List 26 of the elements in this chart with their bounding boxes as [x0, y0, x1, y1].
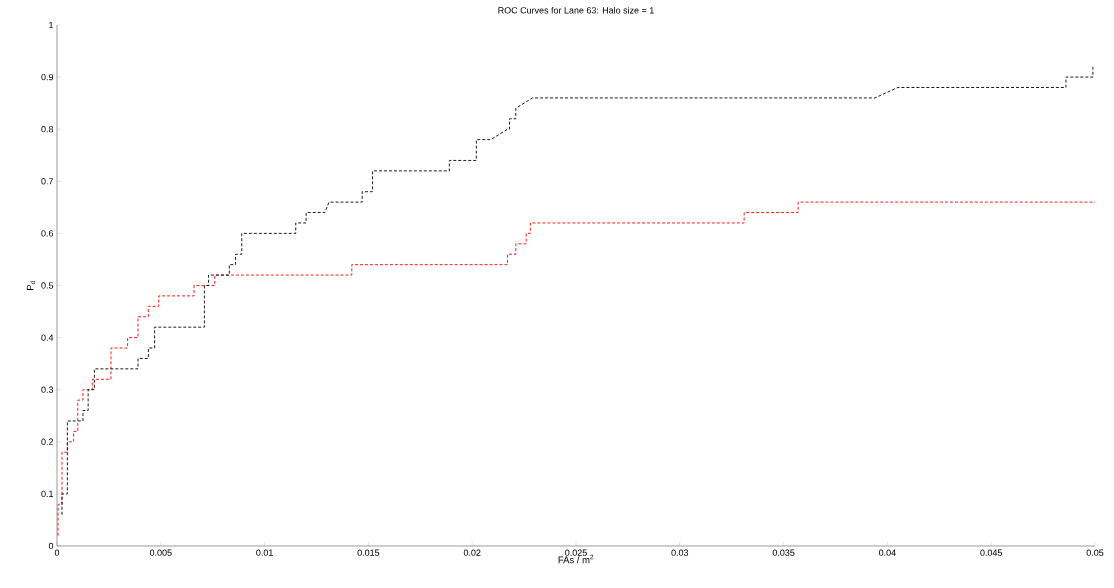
y-tick-label: 0.8 [41, 126, 54, 133]
x-tick-label: 0.015 [357, 549, 380, 556]
x-tick-label: 0.04 [879, 549, 896, 556]
y-tick-label: 0.9 [41, 73, 54, 81]
y-tick-label: 0.5 [41, 282, 54, 289]
x-tick-label: 0.025 [565, 549, 587, 556]
y-tick-label: 0.3 [41, 386, 54, 393]
line-series [57, 201, 1096, 537]
y-tick-label: 0.2 [41, 438, 54, 445]
y-axis-title: P$_{d}$ [26, 281, 36, 290]
x-tick-label: 0.03 [671, 549, 689, 556]
y-tick-label: 0.6 [41, 230, 54, 237]
x-tick-label: 0.05 [1086, 549, 1104, 556]
y-tick-label: 1 [49, 21, 54, 29]
y-tick-label: 0.4 [41, 334, 54, 341]
y-tick-label: 0 [48, 542, 54, 550]
x-tick-label: 0.045 [980, 549, 1003, 556]
chart-title: ROC Curves for Lane 63: Halo size = 1 [498, 6, 654, 14]
y-tick-label: 0.1 [41, 490, 54, 498]
x-tick-label: 0.005 [149, 549, 172, 556]
x-tick-label: 0 [54, 549, 60, 556]
x-tick-label: 0.035 [772, 549, 795, 556]
x-tick-label: 0.01 [256, 549, 273, 556]
x-tick-label: 0.02 [463, 549, 481, 556]
line-series [61, 66, 1094, 516]
y-tick-label: 0.7 [41, 178, 54, 185]
